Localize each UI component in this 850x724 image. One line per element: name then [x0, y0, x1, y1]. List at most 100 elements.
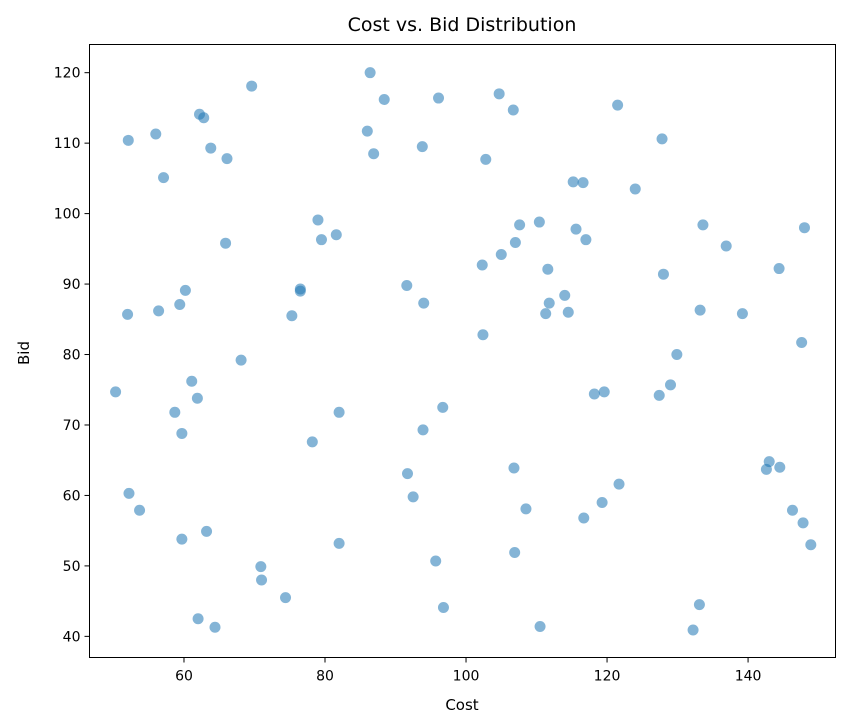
data-point	[580, 234, 592, 246]
y-axis-label: Bid	[15, 341, 33, 365]
data-point	[697, 219, 709, 231]
data-point	[315, 234, 327, 246]
data-point	[306, 436, 318, 448]
data-point	[687, 624, 699, 636]
data-point	[598, 386, 610, 398]
data-point	[612, 99, 624, 111]
x-axis-ticks: 60 80 100 120 140	[175, 657, 762, 685]
data-point	[578, 512, 590, 524]
data-point	[361, 125, 373, 137]
data-point	[150, 128, 162, 140]
data-point	[179, 284, 191, 296]
data-point	[401, 279, 413, 291]
data-point	[480, 153, 492, 165]
y-tick-label: 40	[63, 629, 81, 645]
data-point	[577, 177, 589, 189]
data-point	[476, 259, 488, 271]
data-point	[402, 468, 414, 480]
x-axis-label: Cost	[445, 696, 478, 714]
x-tick-label: 120	[594, 669, 621, 685]
data-point	[333, 537, 345, 549]
plot-frame	[89, 44, 836, 658]
data-point	[174, 298, 186, 310]
data-point	[774, 461, 786, 473]
data-point	[364, 67, 376, 79]
data-point	[588, 388, 600, 400]
data-point	[477, 329, 489, 341]
data-point	[509, 236, 521, 248]
data-point	[134, 504, 146, 516]
data-point	[665, 379, 677, 391]
data-point	[255, 561, 267, 573]
data-point	[235, 354, 247, 366]
y-tick-label: 90	[63, 277, 81, 293]
data-point	[570, 223, 582, 235]
data-point	[763, 456, 775, 468]
data-point	[433, 92, 445, 104]
data-point	[122, 134, 134, 146]
data-point	[201, 525, 213, 537]
data-point	[507, 104, 519, 116]
data-point	[656, 133, 668, 145]
data-point	[693, 599, 705, 611]
data-point	[796, 337, 808, 349]
data-point	[520, 503, 532, 515]
y-tick-label: 50	[63, 559, 81, 575]
data-point	[720, 240, 732, 252]
data-point	[418, 297, 430, 309]
data-point	[797, 517, 809, 529]
data-point	[205, 142, 217, 154]
data-point	[509, 547, 521, 559]
data-point	[407, 491, 419, 503]
data-point	[596, 496, 608, 508]
y-tick-label: 120	[54, 66, 81, 82]
data-point	[493, 88, 505, 100]
data-point	[437, 601, 449, 613]
data-point	[191, 392, 203, 404]
data-point	[786, 504, 798, 516]
data-point	[312, 214, 324, 226]
data-points	[110, 67, 817, 636]
y-tick-label: 110	[54, 136, 81, 152]
data-point	[110, 386, 122, 398]
data-point	[508, 462, 520, 474]
data-point	[653, 389, 665, 401]
data-point	[122, 308, 134, 320]
data-point	[657, 268, 669, 280]
data-point	[209, 621, 221, 633]
data-point	[198, 112, 210, 124]
chart-title: Cost vs. Bid Distribution	[348, 14, 577, 36]
data-point	[256, 574, 268, 586]
data-point	[280, 592, 292, 604]
x-tick-label: 100	[453, 669, 480, 685]
data-point	[286, 310, 298, 322]
data-point	[333, 406, 345, 418]
data-point	[294, 283, 306, 295]
data-point	[169, 406, 181, 418]
x-tick-label: 140	[735, 669, 762, 685]
data-point	[534, 620, 546, 632]
data-point	[416, 141, 428, 153]
data-point	[430, 555, 442, 567]
data-point	[330, 229, 342, 241]
data-point	[246, 80, 258, 92]
y-tick-label: 60	[63, 488, 81, 504]
data-point	[798, 222, 810, 234]
data-point	[495, 248, 507, 260]
data-point	[629, 183, 641, 195]
x-tick-label: 60	[175, 669, 193, 685]
y-tick-label: 100	[54, 207, 81, 223]
data-point	[736, 308, 748, 320]
data-point	[417, 424, 429, 436]
data-point	[671, 349, 683, 361]
data-point	[186, 375, 198, 387]
data-point	[773, 263, 785, 275]
data-point	[123, 487, 135, 499]
data-point	[176, 533, 188, 545]
data-point	[694, 304, 706, 316]
data-point	[805, 539, 817, 551]
data-point	[176, 427, 188, 439]
y-axis-ticks: 40 50 60 70 80 90 100 110 120	[54, 66, 90, 645]
data-point	[543, 297, 555, 309]
